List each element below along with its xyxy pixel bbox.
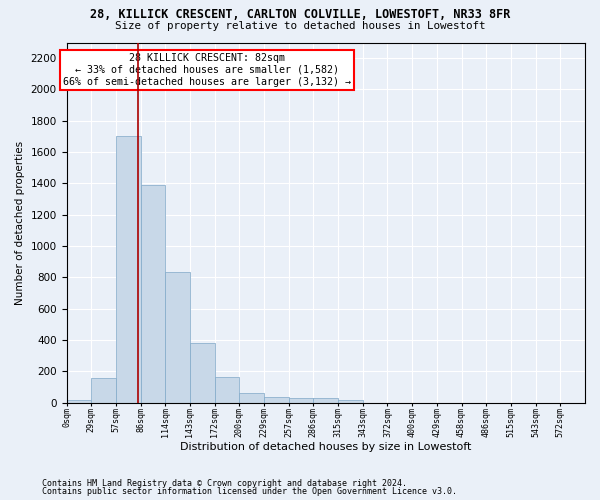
Bar: [239, 392, 264, 403]
X-axis label: Distribution of detached houses by size in Lowestoft: Distribution of detached houses by size …: [180, 442, 472, 452]
Text: 28 KILLICK CRESCENT: 82sqm
← 33% of detached houses are smaller (1,582)
66% of s: 28 KILLICK CRESCENT: 82sqm ← 33% of deta…: [62, 54, 350, 86]
Bar: [264, 396, 289, 403]
Y-axis label: Number of detached properties: Number of detached properties: [15, 140, 25, 304]
Text: Contains public sector information licensed under the Open Government Licence v3: Contains public sector information licen…: [42, 487, 457, 496]
Bar: [289, 398, 313, 403]
Bar: [338, 400, 363, 403]
Bar: [190, 344, 215, 403]
Bar: [140, 185, 165, 403]
Bar: [313, 398, 338, 403]
Text: Size of property relative to detached houses in Lowestoft: Size of property relative to detached ho…: [115, 21, 485, 31]
Bar: [67, 400, 91, 403]
Text: 28, KILLICK CRESCENT, CARLTON COLVILLE, LOWESTOFT, NR33 8FR: 28, KILLICK CRESCENT, CARLTON COLVILLE, …: [90, 8, 510, 20]
Text: Contains HM Land Registry data © Crown copyright and database right 2024.: Contains HM Land Registry data © Crown c…: [42, 478, 407, 488]
Bar: [215, 377, 239, 403]
Bar: [116, 136, 140, 403]
Bar: [165, 272, 190, 403]
Bar: [91, 378, 116, 403]
